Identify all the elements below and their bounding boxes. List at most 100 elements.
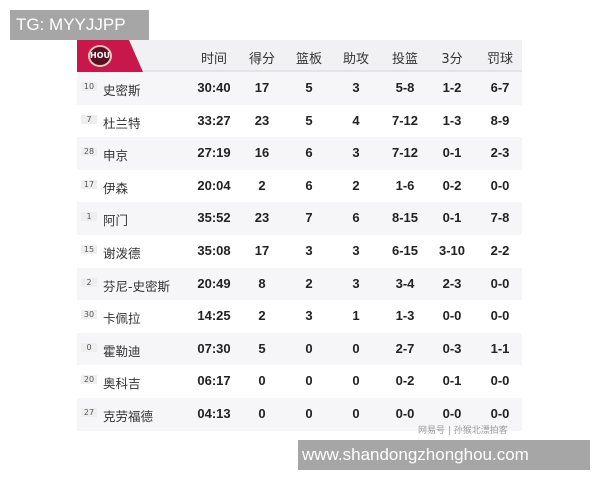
watermark: 网易号 | 孙猴北漂拍客: [418, 426, 508, 436]
box-score-table: HOU 时间 得分 篮板 助攻 投篮 3分 罚球 10 史密斯 30:40 17 5 3 5-8 1-2 6…: [77, 40, 522, 431]
column-header: 投篮: [391, 52, 418, 67]
stat-cell: 07:30: [197, 340, 231, 356]
player-name: 谢泼德: [103, 245, 141, 261]
stat-cell: 3: [352, 145, 360, 161]
table-row: 17 伊森 20:04 2 6 2 1-6 0-2 0-0: [77, 170, 522, 203]
table-row: 27 克劳福德 04:13 0 0 0 0-0 0-0 0-0: [77, 397, 522, 431]
stat-cell: 5: [305, 112, 313, 128]
stat-cell: 6: [305, 177, 313, 193]
stat-cell: 35:08: [197, 242, 231, 258]
stat-cell: 30:40: [197, 80, 231, 95]
stat-cell: 0-0: [490, 177, 510, 193]
stat-cell: 16: [254, 145, 270, 161]
stat-cell: 0: [258, 373, 266, 389]
player-name: 史密斯: [103, 83, 141, 98]
stat-cell: 0: [352, 340, 360, 356]
stat-cell: 2: [258, 177, 266, 193]
player-name: 克劳福德: [103, 408, 154, 424]
player-name: 奥科吉: [103, 376, 141, 392]
stat-cell: 5: [305, 80, 313, 95]
player-name: 伊森: [103, 180, 129, 196]
stat-cell: 33:27: [197, 112, 231, 128]
column-header: 得分: [248, 52, 275, 67]
team-logo-banner: HOU: [77, 40, 143, 72]
overlay-label-top: TG: MYYJJPP: [10, 10, 149, 40]
stat-cell: 0-2: [442, 177, 462, 193]
table-header: HOU 时间 得分 篮板 助攻 投篮 3分 罚球: [77, 40, 522, 72]
table-row: 2 芬尼-史密斯 20:49 8 2 3 3-4 2-3 0-0: [77, 267, 522, 301]
table-row: 15 谢泼德 35:08 17 3 3 6-15 3-10 2-2: [77, 235, 522, 268]
stat-cell: 7-12: [391, 112, 419, 128]
stat-cell: 0-1: [442, 210, 462, 226]
stat-cell: 3: [305, 242, 313, 258]
stat-cell: 2-2: [490, 242, 510, 258]
stat-cell: 0-0: [442, 405, 462, 421]
table-row: 7 杜兰特 33:27 23 5 4 7-12 1-3 8-9: [77, 105, 522, 138]
stat-cell: 6-7: [490, 80, 510, 95]
stat-cell: 1-6: [395, 177, 415, 193]
jersey-number: 7: [81, 114, 97, 124]
player-name: 霍勒迪: [103, 343, 141, 359]
stat-cell: 14:25: [197, 308, 231, 324]
stat-cell: 5-8: [395, 80, 415, 95]
table-body: 10 史密斯 30:40 17 5 3 5-8 1-2 6-7 7 杜兰特 33:27 23 5 4 7-12…: [77, 72, 522, 431]
column-header: 罚球: [486, 52, 513, 67]
player-name: 杜兰特: [103, 115, 141, 131]
stat-cell: 04:13: [197, 405, 231, 421]
stat-cell: 1-3: [395, 308, 415, 324]
stat-cell: 0: [352, 405, 360, 421]
overlay-label-bottom: www.shandongzhonghou.com: [298, 440, 590, 470]
stat-cell: 23: [254, 210, 270, 226]
table-row: 20 奥科吉 06:17 0 0 0 0-2 0-1 0-0: [77, 365, 522, 398]
stat-cell: 0-0: [490, 405, 510, 421]
stat-cell: 0-0: [395, 405, 415, 421]
table-row: 0 霍勒迪 07:30 5 0 0 2-7 0-3 1-1: [77, 332, 522, 366]
stat-cell: 23: [254, 112, 270, 128]
stat-cell: 2-3: [442, 275, 462, 291]
stat-cell: 7: [305, 210, 313, 226]
jersey-number: 0: [81, 342, 97, 352]
team-logo-icon: HOU: [88, 45, 112, 67]
table-row: 30 卡佩拉 14:25 2 3 1 1-3 0-0 0-0: [77, 300, 522, 333]
stat-cell: 3: [352, 275, 360, 291]
stat-cell: 2-7: [395, 340, 415, 356]
stat-cell: 6: [352, 210, 360, 226]
stat-cell: 6-15: [391, 242, 419, 258]
stat-cell: 0-3: [442, 340, 462, 356]
stat-cell: 20:04: [197, 177, 231, 193]
stat-cell: 1-3: [442, 112, 462, 128]
stat-cell: 0: [352, 373, 360, 389]
stat-cell: 8-9: [490, 112, 510, 128]
stat-cell: 35:52: [197, 210, 231, 226]
stat-cell: 0-1: [442, 145, 462, 161]
stat-cell: 8-15: [391, 210, 419, 226]
stat-cell: 17: [254, 80, 270, 95]
stat-cell: 1: [352, 308, 360, 324]
stat-cell: 06:17: [197, 373, 231, 389]
stat-cell: 0-0: [490, 373, 510, 389]
stat-cell: 0-0: [442, 308, 462, 324]
stat-cell: 1-1: [490, 340, 510, 356]
stat-cell: 0-0: [490, 275, 510, 291]
player-name: 卡佩拉: [103, 311, 141, 327]
stat-cell: 5: [258, 340, 266, 356]
stat-cell: 4: [352, 112, 360, 128]
player-name: 芬尼-史密斯: [103, 278, 171, 294]
column-header: 篮板: [295, 52, 322, 67]
stat-cell: 0: [258, 405, 266, 421]
player-name: 申京: [103, 148, 129, 164]
column-header: 3分: [441, 52, 463, 67]
stat-cell: 2: [258, 308, 266, 324]
stat-cell: 3: [352, 242, 360, 258]
jersey-number: 10: [81, 82, 97, 91]
jersey-number: 17: [81, 179, 97, 189]
stat-cell: 2: [352, 177, 360, 193]
stat-cell: 27:19: [197, 145, 231, 161]
stat-cell: 0-1: [442, 373, 462, 389]
jersey-number: 15: [81, 244, 97, 254]
stat-cell: 17: [254, 242, 270, 258]
column-header: 助攻: [342, 52, 369, 67]
stat-cell: 0: [305, 373, 313, 389]
table-row: 1 阿门 35:52 23 7 6 8-15 0-1 7-8: [77, 202, 522, 235]
stat-cell: 0: [305, 340, 313, 356]
